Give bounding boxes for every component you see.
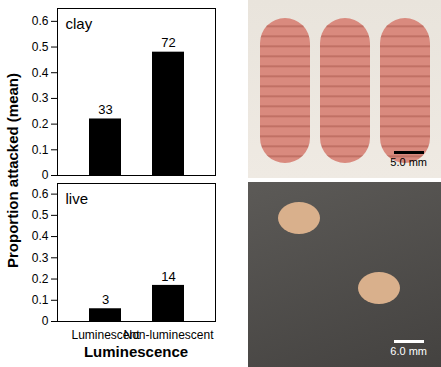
svg-text:0.5: 0.5 [32,208,49,222]
svg-text:0.3: 0.3 [32,251,49,265]
svg-text:0: 0 [42,168,49,182]
svg-text:0.2: 0.2 [32,272,49,286]
html-text:Luminescence: Luminescence [83,343,189,360]
svg-text:3: 3 [102,292,109,307]
svg-text:Luminescent: Luminescent [71,328,140,342]
svg-text:0.6: 0.6 [32,187,49,201]
html-text:6.0 mm: 6.0 mm [390,345,427,357]
svg-text:0.2: 0.2 [32,117,49,131]
svg-text:live: live [66,190,89,207]
svg-text:0.4: 0.4 [32,66,49,80]
svg-text:0.3: 0.3 [32,91,49,105]
svg-text:0.1: 0.1 [32,293,49,307]
html-text:Proportion attacked (mean): Proportion attacked (mean) [4,72,21,268]
svg-text:clay: clay [66,15,93,32]
svg-text:33: 33 [98,102,112,117]
svg-text:0.1: 0.1 [32,143,49,157]
svg-text:0.5: 0.5 [32,40,49,54]
svg-text:0: 0 [42,314,49,328]
svg-text:0.4: 0.4 [32,229,49,243]
svg-text:14: 14 [161,269,175,284]
html-text:5.0 mm: 5.0 mm [390,156,427,168]
svg-text:0.6: 0.6 [32,14,49,28]
svg-text:Non-luminescent: Non-luminescent [123,328,214,342]
svg-text:72: 72 [161,35,175,50]
